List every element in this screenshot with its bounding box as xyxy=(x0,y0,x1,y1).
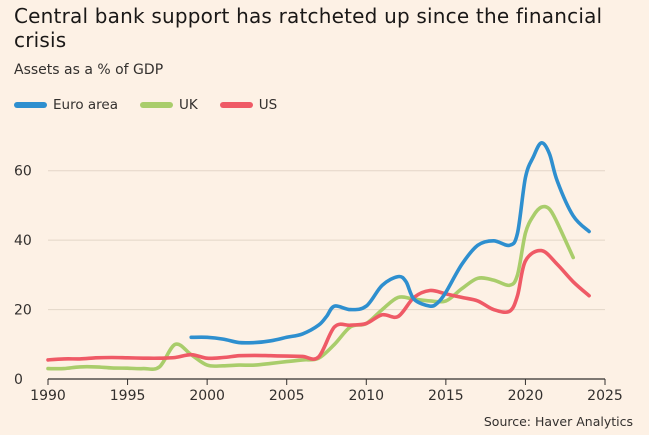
legend-swatch-euro-area xyxy=(14,102,47,108)
x-tick-label: 2015 xyxy=(428,388,464,404)
legend-item-us: US xyxy=(219,97,278,113)
series-line-euro-area xyxy=(189,141,591,345)
legend-swatch-uk xyxy=(140,102,173,108)
y-tick-label: 40 xyxy=(14,233,32,249)
x-tick-label: 2010 xyxy=(348,388,384,404)
y-tick-label: 20 xyxy=(14,303,32,319)
x-tick-label: 1990 xyxy=(30,388,66,404)
legend-item-euro-area: Euro area xyxy=(14,97,118,113)
x-tick-label: 2005 xyxy=(269,388,305,404)
chart-subtitle: Assets as a % of GDP xyxy=(14,62,164,78)
source-note: Source: Haver Analytics xyxy=(483,414,633,429)
chart-title: Central bank support has ratcheted up si… xyxy=(14,4,603,52)
series-line-us xyxy=(46,248,591,362)
x-tick-label: 2000 xyxy=(189,388,225,404)
series-line-uk xyxy=(46,204,575,371)
legend: Euro area UK US xyxy=(14,95,299,115)
x-tick-label: 1995 xyxy=(110,388,146,404)
legend-swatch-us xyxy=(219,102,253,108)
y-tick-label: 60 xyxy=(14,164,32,180)
x-tick-label: 2025 xyxy=(587,388,623,404)
x-tick-label: 2020 xyxy=(508,388,544,404)
legend-label-euro-area: Euro area xyxy=(53,97,118,113)
legend-item-uk: UK xyxy=(140,97,198,113)
legend-label-uk: UK xyxy=(179,97,198,113)
legend-label-us: US xyxy=(258,97,278,113)
y-tick-label: 0 xyxy=(14,372,23,388)
